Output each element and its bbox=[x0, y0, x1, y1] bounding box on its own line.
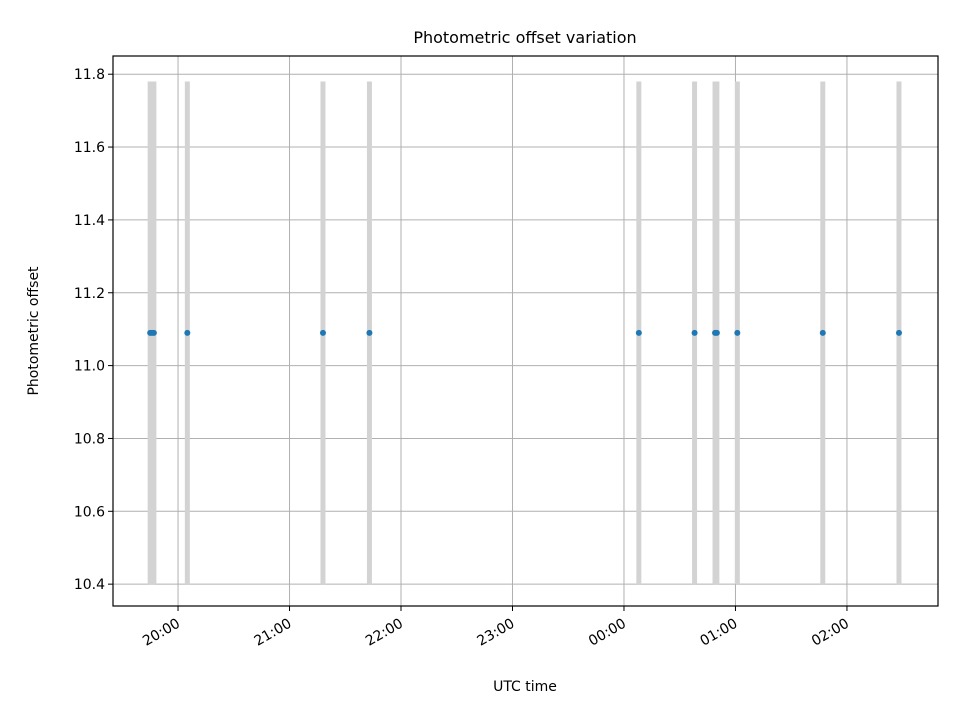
y-tick-label: 11.6 bbox=[74, 140, 105, 156]
data-point bbox=[691, 329, 698, 336]
data-point bbox=[635, 329, 642, 336]
y-axis-label: Photometric offset bbox=[26, 266, 42, 396]
y-tick-label: 10.8 bbox=[74, 431, 105, 447]
x-tick-label: 21:00 bbox=[252, 616, 295, 650]
data-point bbox=[150, 329, 157, 336]
data-point bbox=[184, 329, 191, 336]
y-tick-label: 10.4 bbox=[74, 577, 105, 593]
data-point bbox=[895, 329, 902, 336]
data-point bbox=[819, 329, 826, 336]
x-axis-label: UTC time bbox=[493, 679, 557, 695]
data-point bbox=[319, 329, 326, 336]
x-tick-label: 02:00 bbox=[809, 616, 852, 650]
y-axis-ticks: 10.4 10.6 10.8 11.0 11.2 11.4 11.6 11.8 bbox=[74, 67, 113, 593]
data-point bbox=[366, 329, 373, 336]
x-tick-label: 20:00 bbox=[140, 616, 183, 650]
data-point bbox=[734, 329, 741, 336]
x-tick-label: 01:00 bbox=[698, 616, 741, 650]
x-tick-label: 00:00 bbox=[586, 616, 629, 650]
y-tick-label: 10.6 bbox=[74, 504, 105, 520]
x-tick-label: 22:00 bbox=[363, 616, 406, 650]
plot-frame bbox=[112, 55, 939, 607]
chart-title: Photometric offset variation bbox=[413, 28, 636, 47]
y-tick-label: 11.4 bbox=[74, 213, 105, 229]
x-tick-label: 23:00 bbox=[475, 616, 518, 650]
y-tick-label: 11.8 bbox=[74, 67, 105, 83]
data-point bbox=[713, 329, 720, 336]
x-axis-ticks: 20:00 21:00 22:00 23:00 00:00 01:00 02:00 bbox=[140, 606, 852, 650]
observation-spans bbox=[147, 81, 902, 585]
grid bbox=[113, 56, 938, 606]
y-tick-label: 11.2 bbox=[74, 286, 105, 302]
y-tick-label: 11.0 bbox=[74, 359, 105, 375]
data-points bbox=[147, 329, 902, 336]
